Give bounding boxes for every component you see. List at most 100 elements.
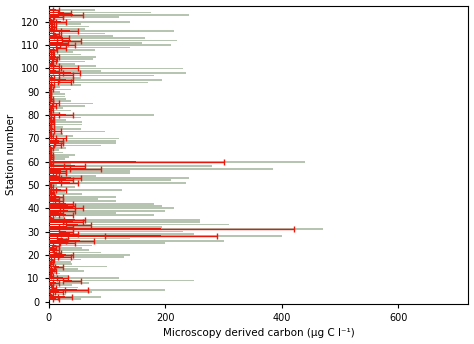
- Bar: [49, 156, 69, 158]
- Bar: [49, 121, 82, 123]
- Bar: [49, 151, 50, 153]
- Bar: [49, 284, 72, 286]
- Bar: [49, 212, 116, 214]
- Bar: [49, 277, 63, 279]
- Bar: [49, 207, 73, 209]
- Bar: [49, 270, 54, 272]
- Bar: [49, 210, 68, 212]
- Bar: [49, 212, 59, 214]
- Bar: [49, 14, 189, 16]
- Bar: [49, 149, 59, 151]
- Bar: [49, 222, 200, 223]
- Bar: [49, 205, 162, 207]
- Bar: [49, 77, 53, 79]
- Bar: [49, 247, 54, 249]
- Bar: [49, 49, 95, 51]
- Bar: [49, 33, 105, 34]
- Bar: [49, 203, 154, 205]
- Bar: [49, 177, 189, 179]
- Bar: [49, 26, 90, 28]
- Bar: [49, 235, 161, 237]
- Bar: [49, 42, 63, 44]
- Bar: [49, 266, 107, 267]
- Bar: [49, 298, 81, 300]
- Bar: [49, 117, 53, 118]
- Bar: [49, 180, 66, 181]
- Bar: [49, 19, 71, 20]
- Bar: [49, 14, 73, 16]
- Bar: [49, 245, 55, 246]
- Bar: [49, 112, 60, 114]
- Bar: [49, 249, 55, 251]
- Bar: [49, 147, 66, 149]
- Bar: [49, 268, 78, 270]
- Bar: [49, 180, 171, 181]
- Bar: [49, 277, 118, 279]
- Bar: [49, 28, 53, 30]
- Bar: [49, 30, 70, 32]
- Bar: [49, 170, 61, 172]
- Bar: [49, 105, 85, 107]
- Bar: [49, 68, 183, 69]
- Bar: [49, 86, 60, 88]
- Bar: [49, 93, 65, 95]
- Bar: [49, 56, 55, 58]
- Bar: [49, 142, 116, 144]
- Bar: [49, 117, 81, 118]
- Bar: [49, 138, 61, 139]
- Bar: [49, 291, 92, 293]
- Bar: [49, 123, 82, 125]
- Bar: [49, 37, 145, 39]
- Bar: [49, 261, 71, 263]
- Bar: [49, 184, 50, 186]
- Bar: [49, 219, 200, 221]
- Bar: [49, 217, 52, 218]
- Bar: [49, 16, 59, 18]
- Bar: [49, 296, 101, 298]
- Bar: [49, 96, 50, 97]
- Bar: [49, 228, 161, 230]
- Bar: [49, 72, 72, 74]
- Bar: [49, 56, 96, 58]
- Bar: [49, 168, 85, 170]
- Bar: [49, 35, 57, 37]
- Bar: [49, 231, 183, 233]
- Bar: [49, 238, 63, 239]
- X-axis label: Microscopy derived carbon (μg C l⁻¹): Microscopy derived carbon (μg C l⁻¹): [163, 329, 355, 338]
- Bar: [49, 217, 65, 218]
- Bar: [49, 44, 68, 46]
- Bar: [49, 142, 59, 144]
- Bar: [49, 240, 224, 242]
- Bar: [49, 191, 52, 193]
- Bar: [49, 93, 50, 95]
- Bar: [49, 154, 52, 155]
- Bar: [49, 126, 63, 128]
- Bar: [49, 222, 73, 223]
- Bar: [49, 58, 93, 60]
- Bar: [49, 240, 80, 242]
- Bar: [49, 161, 305, 163]
- Bar: [49, 275, 69, 277]
- Bar: [49, 9, 55, 11]
- Bar: [49, 268, 53, 270]
- Bar: [49, 96, 65, 97]
- Bar: [49, 54, 81, 55]
- Bar: [49, 243, 165, 244]
- Y-axis label: Station number: Station number: [6, 114, 16, 195]
- Bar: [49, 165, 75, 167]
- Bar: [49, 84, 53, 86]
- Bar: [49, 233, 70, 235]
- Bar: [49, 40, 72, 41]
- Bar: [49, 163, 71, 165]
- Bar: [49, 165, 212, 167]
- Bar: [49, 154, 75, 155]
- Bar: [49, 84, 81, 86]
- Bar: [49, 289, 77, 291]
- Bar: [49, 9, 95, 11]
- Bar: [49, 135, 52, 137]
- Bar: [49, 159, 52, 160]
- Bar: [49, 172, 130, 174]
- Bar: [49, 51, 73, 53]
- Bar: [49, 51, 52, 53]
- Bar: [49, 23, 53, 25]
